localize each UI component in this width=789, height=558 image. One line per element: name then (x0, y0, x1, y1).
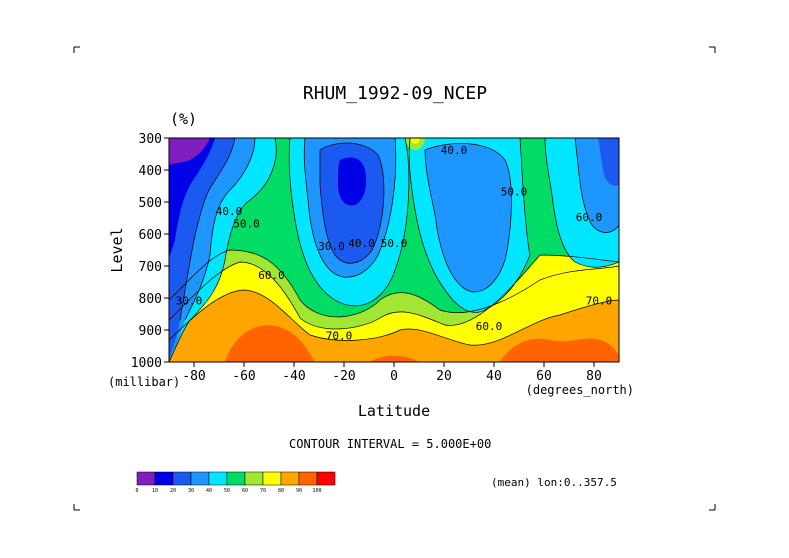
band-south-20 (169, 138, 215, 258)
y-tick-label: 300 (139, 132, 162, 147)
colorbar-swatch (316, 471, 336, 486)
y-tick-label: 800 (139, 292, 162, 307)
colorbar-swatch (136, 471, 156, 486)
contour-line (179, 138, 236, 321)
x-tick-label: 20 (436, 369, 452, 384)
band-arctic-30 (598, 138, 619, 186)
contour-line (169, 138, 277, 362)
band-south-10 (169, 138, 210, 165)
contour-label: 50.0 (501, 186, 528, 199)
y-axis-title: Level (108, 227, 126, 272)
colorbar-label: 30 (188, 488, 194, 494)
x-tick-label: 80 (586, 369, 602, 384)
y-axis-units: (millibar) (108, 375, 180, 389)
colorbar-swatch (244, 471, 264, 486)
y-tick-label: 700 (139, 260, 162, 275)
colorbar-swatch (226, 471, 246, 486)
contour-label: 50.0 (381, 237, 408, 250)
y-tick-label: 600 (139, 228, 162, 243)
contour-line (303, 138, 397, 278)
colorbar-label: 40 (206, 488, 212, 494)
contour-line (184, 138, 256, 321)
crop-marks (73, 46, 716, 511)
contour-label: 70.0 (326, 330, 353, 343)
y-tick-label: 1000 (131, 356, 162, 371)
x-tick-label: -20 (332, 369, 355, 384)
y-tick-label: 500 (139, 196, 162, 211)
colorbar-label: 100 (312, 488, 321, 494)
contour-line (169, 249, 619, 318)
colorbar-label: 70 (260, 488, 266, 494)
footer-note: (mean) lon:0..357.5 (491, 476, 617, 489)
contour-label: 30.0 (176, 294, 203, 307)
x-axis-units: (degrees_north) (526, 383, 634, 397)
x-tick-label: -40 (282, 369, 305, 384)
colorbar-swatch (208, 471, 228, 486)
chart-title: RHUM_1992-09_NCEP (303, 83, 487, 104)
contour-label: 40.0 (441, 144, 468, 157)
colorbar-swatch (280, 471, 300, 486)
colorbar-label: 10 (152, 488, 158, 494)
humidity-field (169, 138, 619, 362)
contour-label: 30.0 (318, 240, 345, 253)
contour-line (424, 143, 512, 293)
x-tick-label: 0 (390, 369, 398, 384)
x-axis-title: Latitude (358, 402, 430, 420)
colorbar: 0 10 20 30 40 50 60 70 80 90 100 (135, 471, 336, 494)
contour-label: 40.0 (216, 205, 243, 218)
band-tongue-20 (338, 157, 367, 206)
colorbar-label: 20 (170, 488, 176, 494)
x-tick-label: -60 (232, 369, 255, 384)
x-tick-label: 40 (486, 369, 502, 384)
colorbar-label: 90 (296, 488, 302, 494)
contour-line (288, 138, 410, 307)
contour-label: 50.0 (233, 218, 260, 231)
colorbar-swatch (262, 471, 282, 486)
colorbar-swatch (190, 471, 210, 486)
contour-lines (169, 138, 619, 362)
contour-line (408, 138, 531, 313)
band-equator-70 (410, 138, 420, 144)
contour-line (574, 138, 619, 233)
y-tick-label: 400 (139, 164, 162, 179)
band-north-40 (425, 143, 512, 292)
colorbar-label: 60 (242, 488, 248, 494)
colorbar-swatch (154, 471, 174, 486)
units-label: (%) (170, 110, 197, 128)
colorbar-label: 50 (224, 488, 230, 494)
x-tick-label: -80 (182, 369, 205, 384)
plot-area (169, 138, 619, 362)
colorbar-label: 0 (135, 488, 138, 494)
contour-label: 60.0 (476, 320, 503, 333)
colorbar-label: 80 (278, 488, 284, 494)
colorbar-swatch (172, 471, 192, 486)
contour-line (169, 289, 619, 346)
contour-label: 70.0 (586, 294, 613, 307)
y-tick-label: 900 (139, 324, 162, 339)
contour-line (319, 142, 385, 264)
x-axis: -80 -60 -40 -20 0 20 40 60 80 (182, 362, 602, 384)
band-90 (225, 325, 619, 362)
contour-line (544, 138, 619, 268)
contour-label: 40.0 (348, 237, 375, 250)
contour-line (169, 254, 619, 330)
x-tick-label: 60 (536, 369, 552, 384)
contour-labels: 40.050.060.070.030.0 40.0 50.040.050.060.0… (176, 144, 613, 343)
colorbar-swatch (298, 471, 318, 486)
contour-label: 60.0 (258, 269, 285, 282)
contour-label: 60.0 (576, 211, 603, 224)
y-axis: 300 400 500 600 700 800 900 1000 (131, 132, 169, 371)
contour-interval-text: CONTOUR INTERVAL = 5.000E+00 (289, 437, 491, 451)
